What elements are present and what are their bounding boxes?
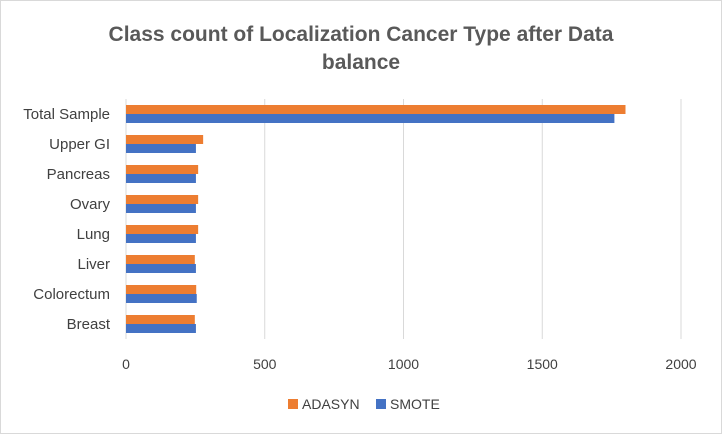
gridlines bbox=[125, 99, 682, 339]
category-label-upper-gi: Upper GI bbox=[49, 136, 110, 153]
category-label-pancreas: Pancreas bbox=[47, 166, 110, 183]
legend: ADASYN SMOTE bbox=[288, 396, 440, 412]
x-tick-label-2000: 2000 bbox=[665, 356, 696, 372]
category-label-ovary: Ovary bbox=[70, 196, 111, 213]
x-tick-label-1500: 1500 bbox=[527, 356, 558, 372]
bar-adasyn-lung bbox=[126, 225, 199, 234]
bar-adasyn-upper-gi bbox=[126, 135, 204, 144]
bar-adasyn-liver bbox=[126, 255, 195, 264]
bar-adasyn-pancreas bbox=[126, 165, 199, 174]
chart-title-line-1: Class count of Localization Cancer Type … bbox=[109, 23, 614, 46]
x-tick-label-0: 0 bbox=[122, 356, 130, 372]
bar-smote-breast bbox=[126, 324, 196, 333]
legend-swatch-adasyn bbox=[288, 399, 298, 409]
bar-smote-ovary bbox=[126, 204, 196, 213]
x-tick-label-500: 500 bbox=[253, 356, 277, 372]
bar-smote-liver bbox=[126, 264, 196, 273]
legend-label-adasyn: ADASYN bbox=[302, 396, 360, 412]
category-label-breast: Breast bbox=[67, 316, 111, 333]
category-label-lung: Lung bbox=[77, 226, 110, 243]
category-labels: Total Sample Upper GI Pancreas Ovary Lung Liv… bbox=[23, 106, 111, 333]
bar-smote-colorectum bbox=[126, 294, 197, 303]
bar-smote-pancreas bbox=[126, 174, 196, 183]
bar-smote-total-sample bbox=[126, 114, 615, 123]
category-label-liver: Liver bbox=[77, 256, 110, 273]
x-axis-ticks: 0 500 1000 1500 2000 bbox=[122, 356, 697, 372]
bars bbox=[126, 105, 626, 333]
bar-adasyn-colorectum bbox=[126, 285, 197, 294]
bar-smote-lung bbox=[126, 234, 196, 243]
x-tick-label-1000: 1000 bbox=[388, 356, 419, 372]
category-label-total-sample: Total Sample bbox=[23, 106, 110, 123]
chart-title-line-2: balance bbox=[322, 51, 400, 74]
category-label-colorectum: Colorectum bbox=[33, 286, 110, 303]
bar-adasyn-breast bbox=[126, 315, 195, 324]
bar-adasyn-total-sample bbox=[126, 105, 626, 114]
bar-adasyn-ovary bbox=[126, 195, 199, 204]
legend-swatch-smote bbox=[376, 399, 386, 409]
bar-smote-upper-gi bbox=[126, 144, 196, 153]
legend-label-smote: SMOTE bbox=[390, 396, 440, 412]
